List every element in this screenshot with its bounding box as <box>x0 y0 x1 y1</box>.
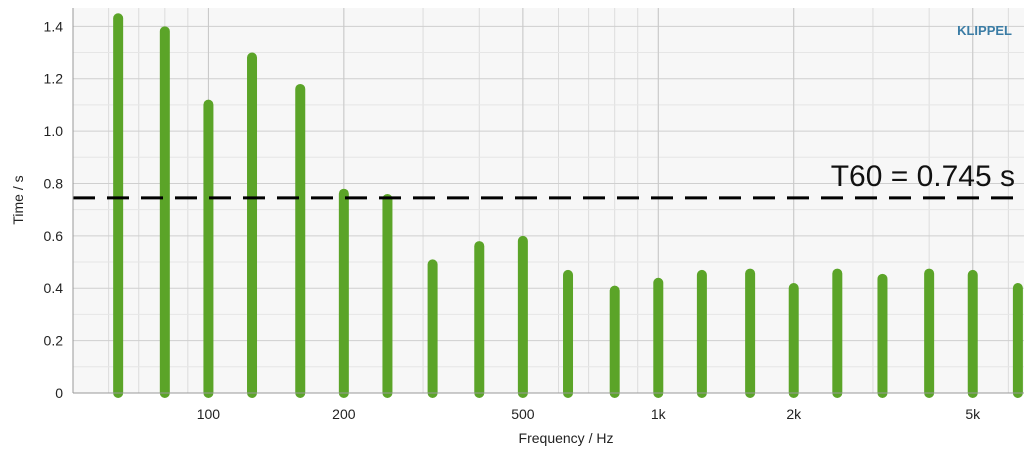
x-tick-label: 200 <box>332 406 356 422</box>
t60-annotation: T60 = 0.745 s <box>831 160 1015 193</box>
plot-background <box>73 8 1024 393</box>
x-tick-label: 500 <box>511 406 535 422</box>
y-tick-label: 1.0 <box>44 123 64 139</box>
x-tick-label: 1k <box>651 406 667 422</box>
x-tick-label: 2k <box>786 406 802 422</box>
y-tick-labels: 0 0.2 0.4 0.6 0.8 1.0 1.2 1.4 <box>44 18 64 401</box>
y-tick-label: 0.2 <box>44 333 64 349</box>
y-tick-label: 1.4 <box>44 18 64 34</box>
x-tick-labels: 100 200 500 1k 2k 5k <box>197 406 981 422</box>
y-tick-label: 0.8 <box>44 175 64 191</box>
y-axis-title: Time / s <box>10 175 26 224</box>
y-tick-label: 1.2 <box>44 71 64 87</box>
y-tick-label: 0 <box>55 385 63 401</box>
y-tick-label: 0.4 <box>44 280 64 296</box>
x-axis-title: Frequency / Hz <box>519 430 614 446</box>
y-tick-label: 0.6 <box>44 228 64 244</box>
x-tick-label: 100 <box>197 406 221 422</box>
x-tick-label: 5k <box>965 406 981 422</box>
bars <box>113 13 1023 398</box>
klippel-logo-text: KLIPPEL <box>957 23 1012 38</box>
